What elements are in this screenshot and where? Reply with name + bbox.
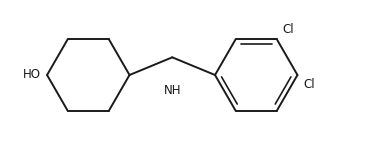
Text: Cl: Cl	[303, 78, 315, 91]
Text: Cl: Cl	[283, 23, 294, 36]
Text: HO: HO	[23, 69, 41, 81]
Text: NH: NH	[163, 84, 181, 97]
